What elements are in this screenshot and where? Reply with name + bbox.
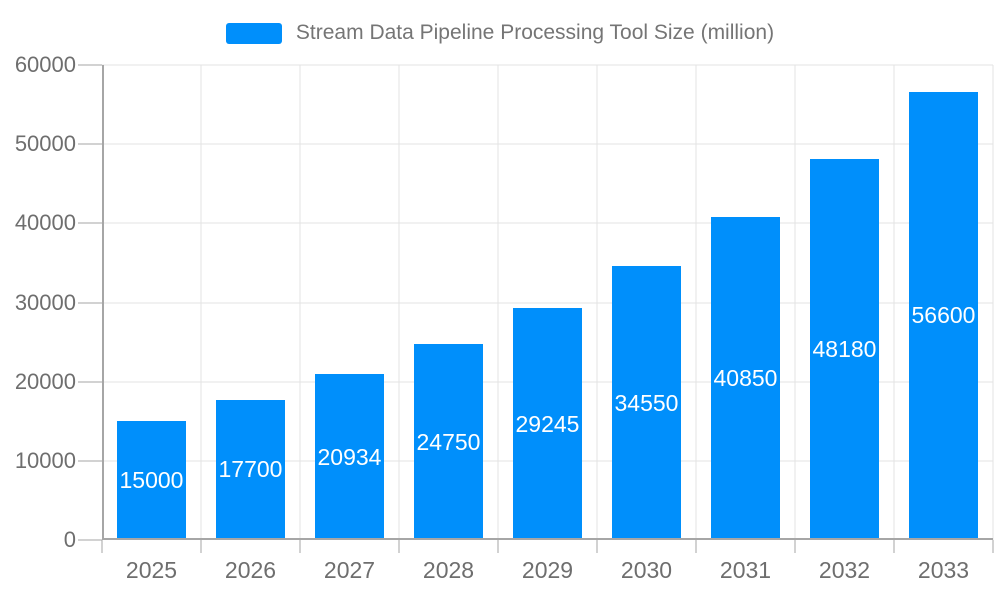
x-axis-tick <box>101 540 103 553</box>
gridline-horizontal <box>102 143 993 145</box>
y-axis-ticks <box>78 64 102 541</box>
x-axis-tick <box>992 540 994 553</box>
y-axis-line <box>102 65 104 540</box>
x-axis-label: 2027 <box>323 557 376 583</box>
gridline-vertical <box>794 65 796 540</box>
chart-legend[interactable]: Stream Data Pipeline Processing Tool Siz… <box>0 21 1000 45</box>
y-axis-label: 50000 <box>14 131 76 157</box>
gridline-vertical <box>299 65 301 540</box>
bar-value-label: 56600 <box>911 302 976 329</box>
y-axis-tick <box>78 539 102 541</box>
x-axis-label: 2025 <box>125 557 178 583</box>
bar-value-label: 15000 <box>119 467 184 494</box>
gridline-horizontal <box>102 64 993 66</box>
bar-value-label: 34550 <box>614 389 679 416</box>
y-axis-label: 30000 <box>14 289 76 315</box>
y-axis-label: 10000 <box>14 447 76 473</box>
y-axis-tick <box>78 64 102 66</box>
y-axis-label: 60000 <box>14 52 76 77</box>
bar-band: 48180 <box>795 65 894 540</box>
bar-band: 20934 <box>300 65 399 540</box>
x-axis-line <box>102 538 993 540</box>
x-axis-labels: 2025 2026 2027 2028 2029 2030 2031 2032 2033 <box>102 557 993 584</box>
gridline-vertical <box>398 65 400 540</box>
bars-layer: 15000 17700 20934 24750 29245 34550 40850 48180… <box>102 65 993 540</box>
x-axis-label: 2032 <box>818 557 871 583</box>
gridline-vertical <box>992 65 994 540</box>
x-axis-tick <box>200 540 202 553</box>
x-axis-label: 2031 <box>719 557 772 583</box>
legend-swatch-icon <box>225 22 282 44</box>
bar-band: 17700 <box>201 65 300 540</box>
gridline-vertical <box>695 65 697 540</box>
bar-value-label: 48180 <box>812 335 877 362</box>
bar[interactable]: 40850 <box>710 216 781 540</box>
x-axis-tick <box>497 540 499 553</box>
bar[interactable]: 24750 <box>413 344 484 540</box>
x-axis-tick <box>695 540 697 553</box>
y-axis-label: 0 <box>63 527 76 552</box>
bar-band: 29245 <box>498 65 597 540</box>
x-axis-tick <box>398 540 400 553</box>
y-axis-label: 20000 <box>14 368 76 394</box>
bar[interactable]: 20934 <box>314 374 385 540</box>
y-axis-tick <box>78 302 102 303</box>
gridline-horizontal <box>102 302 993 303</box>
x-axis-label: 2033 <box>917 557 970 583</box>
bar-value-label: 24750 <box>416 428 481 455</box>
y-axis-tick <box>78 460 102 462</box>
bar[interactable]: 34550 <box>611 266 682 540</box>
x-axis-tick <box>893 540 895 553</box>
bar-value-label: 29245 <box>515 410 580 437</box>
gridline-vertical <box>893 65 895 540</box>
bar-band: 56600 <box>894 65 993 540</box>
plot-area: 15000 17700 20934 24750 29245 34550 40850 48180… <box>102 64 994 540</box>
bar-band: 40850 <box>696 65 795 540</box>
bar[interactable]: 29245 <box>512 308 583 540</box>
x-axis-label: 2029 <box>521 557 574 583</box>
y-axis-tick <box>78 381 102 383</box>
bar-band: 15000 <box>102 65 201 540</box>
gridline-vertical <box>596 65 598 540</box>
x-axis-label: 2026 <box>224 557 277 583</box>
bar-band: 34550 <box>597 65 696 540</box>
bar-band: 24750 <box>399 65 498 540</box>
x-axis-label: 2028 <box>422 557 475 583</box>
x-axis-tick <box>596 540 598 553</box>
gridline-vertical <box>497 65 499 540</box>
bar-value-label: 17700 <box>218 456 283 483</box>
x-axis-label: 2030 <box>620 557 673 583</box>
bar[interactable]: 48180 <box>809 158 880 540</box>
x-axis-tick <box>794 540 796 553</box>
bar-value-label: 40850 <box>713 364 778 391</box>
x-axis-tick <box>299 540 301 553</box>
bar[interactable]: 17700 <box>215 399 286 540</box>
gridline-horizontal <box>102 222 993 224</box>
legend-label: Stream Data Pipeline Processing Tool Siz… <box>295 21 775 44</box>
y-axis-tick <box>78 143 102 145</box>
bar[interactable]: 15000 <box>116 421 187 540</box>
y-axis-tick <box>78 222 102 224</box>
gridline-vertical <box>200 65 202 540</box>
x-axis-ticks <box>101 540 994 553</box>
y-axis-labels: 0 10000 20000 30000 40000 50000 60000 <box>0 54 76 551</box>
y-axis-label: 40000 <box>14 210 76 236</box>
bar-value-label: 20934 <box>317 443 382 470</box>
bar[interactable]: 56600 <box>908 91 979 540</box>
